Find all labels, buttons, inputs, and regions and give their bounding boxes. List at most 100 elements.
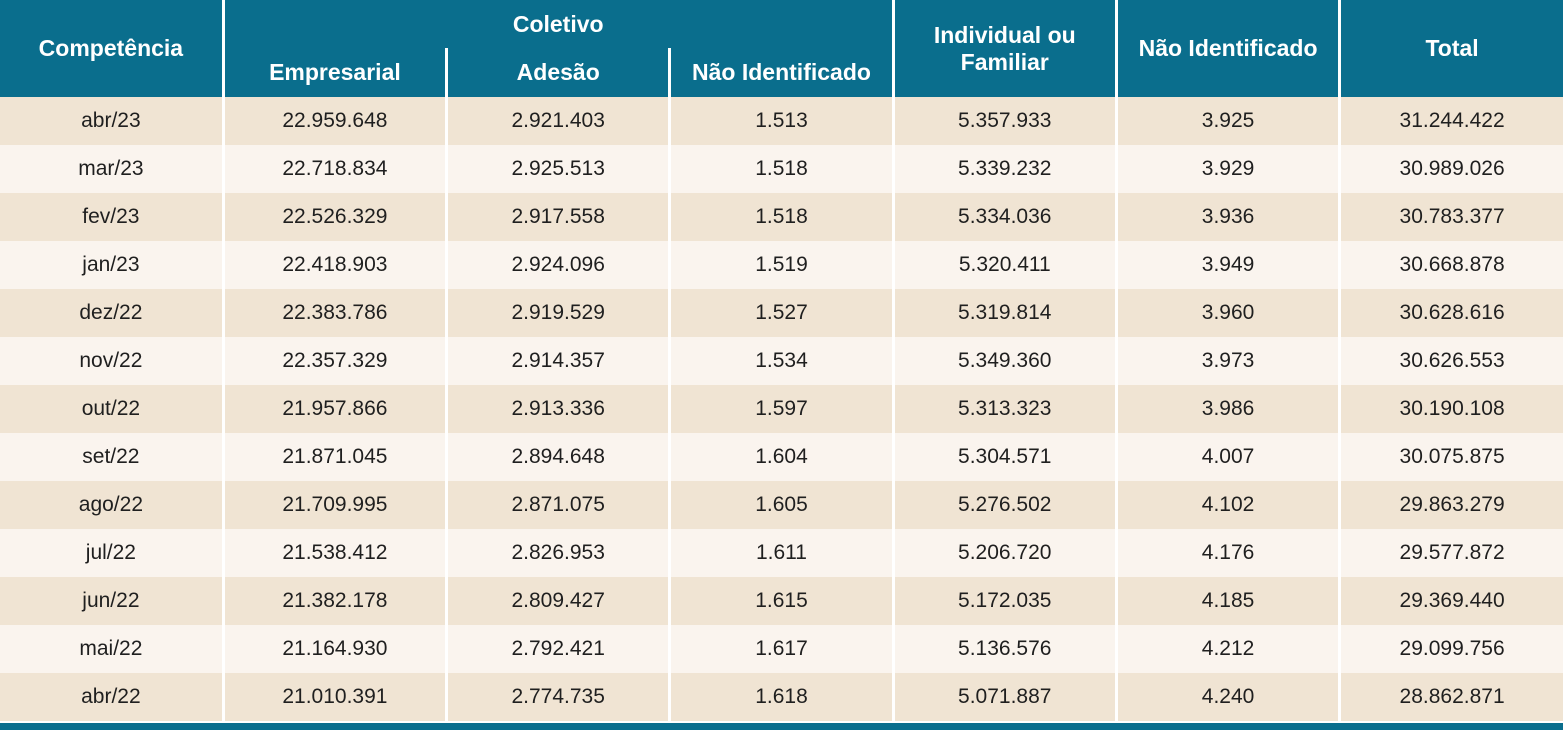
coletivo-nao-identificado-cell: 1.604 [668,433,894,481]
adesao-cell: 2.826.953 [445,529,670,577]
individual-familiar-cell: 5.071.887 [891,673,1117,721]
empresarial-cell: 22.383.786 [221,289,447,337]
empresarial-cell: 21.709.995 [221,481,447,529]
coletivo-nao-identificado-cell: 1.518 [668,145,894,193]
competencia-cell: dez/22 [0,289,224,337]
total-cell: 31.244.422 [1338,97,1563,145]
header-competencia: Competência [0,0,224,97]
empresarial-cell: 21.957.866 [221,385,447,433]
header-total: Total [1338,0,1563,97]
total-cell: 28.862.871 [1338,673,1563,721]
table-row: nov/22 22.357.329 2.914.357 1.534 5.349.… [0,337,1563,385]
empresarial-cell: 21.164.930 [221,625,447,673]
total-cell: 30.989.026 [1338,145,1563,193]
coletivo-nao-identificado-cell: 1.605 [668,481,894,529]
empresarial-cell: 21.871.045 [221,433,447,481]
total-cell: 30.626.553 [1338,337,1563,385]
adesao-cell: 2.792.421 [445,625,670,673]
total-cell: 30.628.616 [1338,289,1563,337]
total-cell: 30.190.108 [1338,385,1563,433]
empresarial-cell: 21.382.178 [221,577,447,625]
coletivo-nao-identificado-cell: 1.527 [668,289,894,337]
header-empresarial: Empresarial [221,48,447,97]
coletivo-nao-identificado-cell: 1.518 [668,193,894,241]
coletivo-nao-identificado-cell: 1.615 [668,577,894,625]
table-body: abr/23 22.959.648 2.921.403 1.513 5.357.… [0,97,1563,721]
individual-familiar-cell: 5.357.933 [891,97,1117,145]
empresarial-cell: 21.538.412 [221,529,447,577]
coletivo-nao-identificado-cell: 1.513 [668,97,894,145]
table-row: out/22 21.957.866 2.913.336 1.597 5.313.… [0,385,1563,433]
table-row: mai/22 21.164.930 2.792.421 1.617 5.136.… [0,625,1563,673]
empresarial-cell: 22.526.329 [221,193,447,241]
total-cell: 29.369.440 [1338,577,1563,625]
header-coletivo-nao-identificado: Não Identificado [668,48,894,97]
competencia-cell: set/22 [0,433,224,481]
total-cell: 30.783.377 [1338,193,1563,241]
adesao-cell: 2.921.403 [445,97,670,145]
individual-familiar-cell: 5.349.360 [891,337,1117,385]
competencia-cell: jun/22 [0,577,224,625]
competencia-cell: ago/22 [0,481,224,529]
coletivo-nao-identificado-cell: 1.617 [668,625,894,673]
competencia-cell: out/22 [0,385,224,433]
coletivo-nao-identificado-cell: 1.534 [668,337,894,385]
table-row: abr/23 22.959.648 2.921.403 1.513 5.357.… [0,97,1563,145]
adesao-cell: 2.925.513 [445,145,670,193]
table-row: dez/22 22.383.786 2.919.529 1.527 5.319.… [0,289,1563,337]
individual-familiar-cell: 5.206.720 [891,529,1117,577]
nao-identificado-cell: 4.007 [1114,433,1340,481]
individual-familiar-cell: 5.136.576 [891,625,1117,673]
empresarial-cell: 22.357.329 [221,337,447,385]
total-cell: 30.668.878 [1338,241,1563,289]
table-row: jan/23 22.418.903 2.924.096 1.519 5.320.… [0,241,1563,289]
nao-identificado-cell: 3.929 [1114,145,1340,193]
header-nao-identificado: Não Identificado [1114,0,1340,97]
coletivo-nao-identificado-cell: 1.597 [668,385,894,433]
individual-familiar-cell: 5.320.411 [891,241,1117,289]
adesao-cell: 2.774.735 [445,673,670,721]
empresarial-cell: 22.418.903 [221,241,447,289]
competencia-cell: abr/23 [0,97,224,145]
nao-identificado-cell: 3.936 [1114,193,1340,241]
adesao-cell: 2.913.336 [445,385,670,433]
individual-familiar-cell: 5.339.232 [891,145,1117,193]
bottom-accent-bar [0,723,1563,730]
adesao-cell: 2.809.427 [445,577,670,625]
individual-familiar-cell: 5.276.502 [891,481,1117,529]
total-cell: 29.863.279 [1338,481,1563,529]
total-cell: 29.577.872 [1338,529,1563,577]
nao-identificado-cell: 4.212 [1114,625,1340,673]
nao-identificado-cell: 3.949 [1114,241,1340,289]
coletivo-nao-identificado-cell: 1.611 [668,529,894,577]
individual-familiar-cell: 5.319.814 [891,289,1117,337]
coletivo-nao-identificado-cell: 1.519 [668,241,894,289]
empresarial-cell: 21.010.391 [221,673,447,721]
adesao-cell: 2.919.529 [445,289,670,337]
competencia-cell: nov/22 [0,337,224,385]
adesao-cell: 2.871.075 [445,481,670,529]
adesao-cell: 2.914.357 [445,337,670,385]
adesao-cell: 2.917.558 [445,193,670,241]
competencia-cell: jan/23 [0,241,224,289]
competencia-cell: mar/23 [0,145,224,193]
table-row: set/22 21.871.045 2.894.648 1.604 5.304.… [0,433,1563,481]
nao-identificado-cell: 3.925 [1114,97,1340,145]
nao-identificado-cell: 4.185 [1114,577,1340,625]
competencia-cell: fev/23 [0,193,224,241]
table-row: mar/23 22.718.834 2.925.513 1.518 5.339.… [0,145,1563,193]
total-cell: 30.075.875 [1338,433,1563,481]
individual-familiar-cell: 5.334.036 [891,193,1117,241]
competencia-cell: mai/22 [0,625,224,673]
adesao-cell: 2.894.648 [445,433,670,481]
nao-identificado-cell: 3.986 [1114,385,1340,433]
table-row: jun/22 21.382.178 2.809.427 1.615 5.172.… [0,577,1563,625]
nao-identificado-cell: 4.102 [1114,481,1340,529]
nao-identificado-cell: 4.176 [1114,529,1340,577]
nao-identificado-cell: 3.960 [1114,289,1340,337]
table-row: jul/22 21.538.412 2.826.953 1.611 5.206.… [0,529,1563,577]
table-header: Competência Coletivo Individual ou Famil… [0,0,1563,97]
table-row: abr/22 21.010.391 2.774.735 1.618 5.071.… [0,673,1563,721]
empresarial-cell: 22.959.648 [221,97,447,145]
